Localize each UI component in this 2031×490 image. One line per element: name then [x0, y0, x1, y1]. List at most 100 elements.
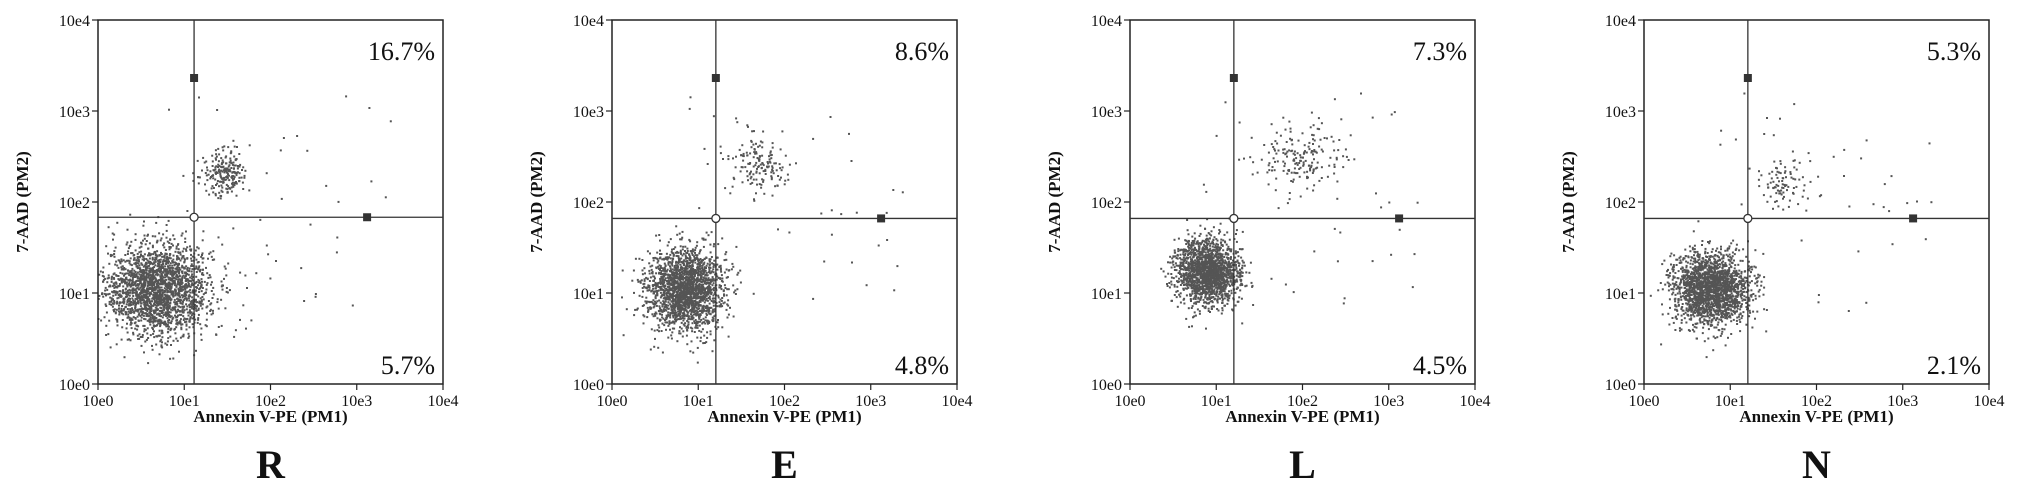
event-point: [720, 270, 723, 273]
event-point: [143, 269, 146, 272]
event-point: [221, 284, 224, 287]
event-point: [243, 174, 246, 177]
event-point: [227, 185, 230, 188]
event-point: [166, 240, 169, 243]
event-point: [147, 362, 150, 365]
event-point: [173, 280, 176, 282]
event-point: [703, 280, 706, 283]
event-point: [704, 277, 706, 280]
event-point: [659, 287, 662, 290]
event-point: [166, 272, 168, 275]
event-point: [165, 295, 168, 298]
event-point: [669, 328, 671, 331]
event-point: [235, 194, 238, 197]
event-point: [244, 274, 247, 277]
event-point: [157, 291, 160, 294]
event-point: [198, 301, 201, 304]
event-point: [117, 296, 120, 299]
event-point: [176, 255, 178, 258]
event-point: [152, 253, 155, 256]
event-point: [723, 294, 725, 297]
event-point: [212, 169, 215, 172]
event-point: [707, 291, 710, 294]
event-point: [702, 269, 705, 272]
event-point: [665, 318, 668, 321]
event-point: [144, 243, 147, 246]
event-point: [679, 279, 682, 282]
event-point: [191, 299, 194, 302]
event-point: [697, 290, 700, 293]
event-point: [689, 264, 692, 267]
event-point: [128, 271, 131, 274]
event-point: [167, 270, 170, 273]
event-point: [703, 257, 706, 260]
event-point: [702, 259, 705, 261]
event-point: [139, 279, 141, 282]
event-point: [160, 345, 163, 348]
event-point: [177, 305, 180, 308]
event-point: [116, 264, 119, 267]
event-point: [179, 253, 182, 256]
event-point: [741, 181, 744, 184]
event-point: [212, 293, 215, 296]
event-point: [259, 218, 262, 221]
event-point: [109, 255, 112, 258]
event-point: [699, 280, 702, 283]
event-point: [167, 272, 170, 275]
event-point: [212, 191, 215, 194]
event-point: [1226, 249, 1229, 251]
event-point: [162, 280, 165, 283]
event-point: [181, 286, 184, 288]
event-point: [201, 307, 204, 310]
event-point: [154, 320, 157, 323]
event-point: [157, 308, 159, 311]
y-axis-title: 7-AAD (PM2): [13, 151, 32, 253]
event-point: [661, 310, 663, 313]
event-point: [227, 168, 230, 171]
event-point: [712, 266, 715, 268]
event-point: [224, 156, 227, 159]
event-point: [229, 157, 232, 160]
event-point: [135, 274, 138, 277]
event-point: [661, 322, 664, 325]
event-point: [687, 298, 690, 301]
event-point: [677, 290, 680, 293]
event-point: [679, 238, 682, 241]
event-point: [198, 281, 200, 284]
event-point: [716, 256, 719, 259]
event-point: [131, 267, 134, 270]
event-point: [174, 262, 177, 264]
event-point: [111, 305, 114, 308]
event-point: [643, 267, 646, 270]
event-point: [173, 277, 176, 279]
event-point: [705, 287, 708, 290]
event-point: [717, 296, 720, 299]
event-point: [115, 282, 118, 285]
event-point: [140, 290, 143, 293]
event-point: [168, 260, 170, 263]
event-point: [850, 160, 853, 162]
event-point: [132, 299, 135, 302]
event-point: [149, 268, 152, 270]
event-point: [149, 323, 152, 326]
event-point: [191, 273, 194, 276]
event-point: [621, 269, 624, 272]
event-point: [172, 258, 175, 261]
event-point: [634, 308, 637, 311]
event-point: [672, 311, 675, 314]
event-point: [1212, 285, 1215, 288]
event-point: [183, 291, 186, 294]
event-point: [1181, 258, 1184, 261]
event-point: [163, 308, 165, 311]
event-point: [675, 273, 678, 276]
event-point: [716, 263, 719, 266]
event-point: [681, 230, 684, 233]
event-point: [697, 259, 700, 262]
event-point: [704, 279, 707, 282]
event-point: [226, 168, 229, 171]
event-point: [669, 261, 672, 264]
event-point: [119, 295, 122, 298]
event-point: [685, 298, 688, 301]
event-point: [196, 159, 199, 162]
event-point: [239, 163, 242, 166]
